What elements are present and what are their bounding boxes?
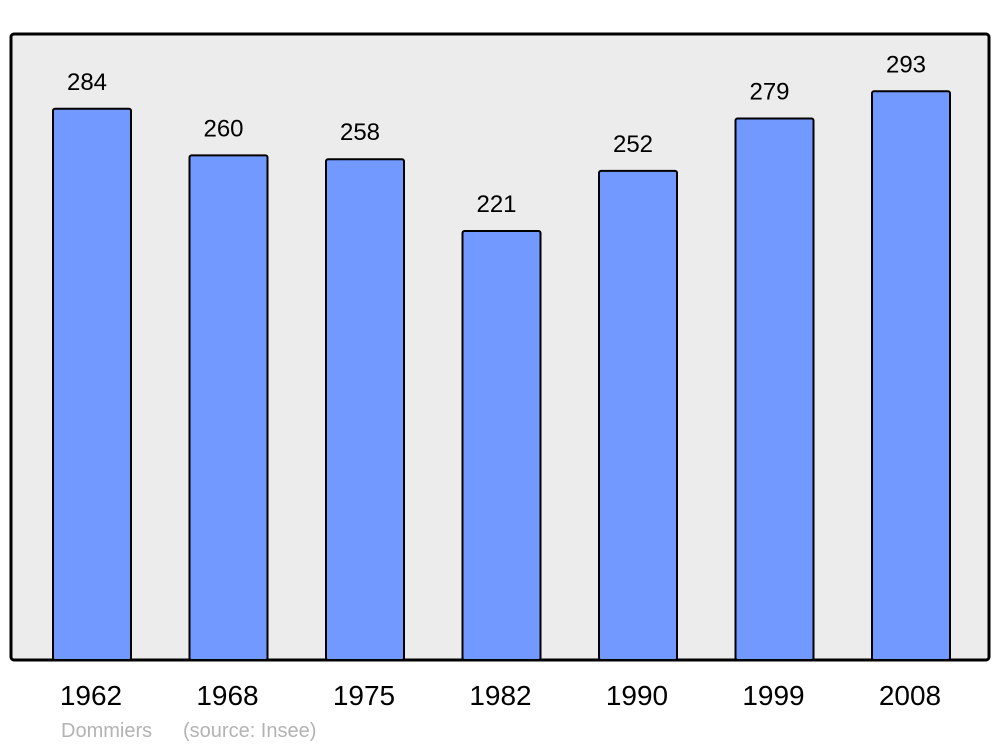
bar-1982	[461, 230, 542, 661]
data-label-1962: 284	[67, 69, 107, 96]
bar-1968	[188, 154, 269, 661]
bar-1962	[52, 107, 132, 662]
x-tick-1968: 1968	[196, 680, 258, 711]
x-tick-1999: 1999	[742, 680, 804, 711]
bar-2008	[871, 90, 951, 661]
data-label-1968: 260	[203, 115, 243, 142]
x-tick-1990: 1990	[606, 680, 668, 711]
x-tick-2008: 2008	[879, 680, 941, 711]
data-label-1999: 279	[749, 78, 789, 105]
x-tick-1982: 1982	[469, 680, 531, 711]
data-label-1982: 221	[476, 191, 516, 218]
data-label-1975: 258	[340, 119, 380, 146]
x-tick-1975: 1975	[333, 680, 395, 711]
footer-place: Dommiers	[61, 720, 152, 742]
footer-source: (source: Insee)	[183, 720, 316, 742]
bar-1990	[598, 169, 678, 661]
bar-1999	[734, 117, 815, 662]
x-tick-1962: 1962	[60, 680, 122, 711]
data-label-2008: 293	[886, 51, 926, 78]
bar-1975	[325, 158, 405, 661]
data-label-1990: 252	[613, 131, 653, 158]
